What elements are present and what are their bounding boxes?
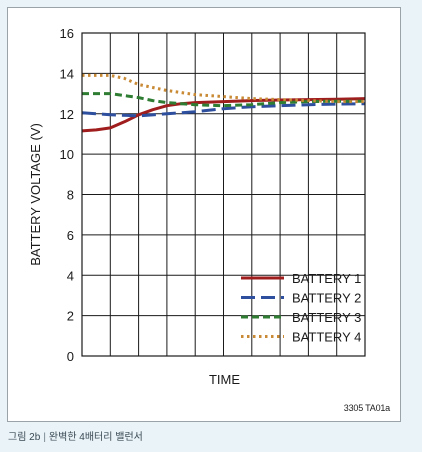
y-tick-label: 2 (67, 309, 74, 324)
figure-code-label: 3305 TA01a (343, 403, 390, 413)
y-tick-label: 10 (60, 147, 74, 162)
legend-label-battery-3: BATTERY 3 (292, 310, 361, 325)
figure-caption: 그림 2b | 완벽한 4배터리 밸런서 (8, 428, 143, 443)
legend: BATTERY 1 BATTERY 2 BATTERY 3 BATTERY 4 (241, 271, 361, 345)
y-tick-label: 12 (60, 107, 74, 122)
legend-label-battery-2: BATTERY 2 (292, 291, 361, 306)
y-tick-label: 16 (60, 26, 74, 41)
y-tick-label: 8 (67, 188, 74, 203)
chart-panel: 0 2 4 6 8 10 12 14 16 BATTERY VOLTAGE (V) TIME BAT… (7, 7, 401, 422)
grid (82, 33, 365, 356)
series-line-battery-2 (81, 102, 366, 118)
series-lines (81, 73, 366, 133)
caption-text: 완벽한 4배터리 밸런서 (48, 432, 143, 443)
legend-label-battery-4: BATTERY 4 (292, 330, 361, 345)
caption-label: 그림 2b (8, 432, 41, 443)
x-axis-title: TIME (209, 372, 240, 387)
series-line-battery-3 (82, 92, 365, 108)
y-tick-label: 6 (67, 228, 74, 243)
y-tick-label: 4 (67, 268, 74, 283)
y-tick-label: 0 (67, 349, 74, 364)
battery-voltage-chart: 0 2 4 6 8 10 12 14 16 BATTERY VOLTAGE (V) TIME BAT… (28, 26, 366, 387)
plot-frame (81, 32, 366, 357)
axes: 0 2 4 6 8 10 12 14 16 BATTERY VOLTAGE (V) TIME (28, 26, 366, 387)
y-axis-title: BATTERY VOLTAGE (V) (28, 123, 43, 266)
caption-separator: | (43, 432, 46, 443)
y-tick-label: 14 (60, 66, 74, 81)
legend-label-battery-1: BATTERY 1 (292, 271, 361, 286)
